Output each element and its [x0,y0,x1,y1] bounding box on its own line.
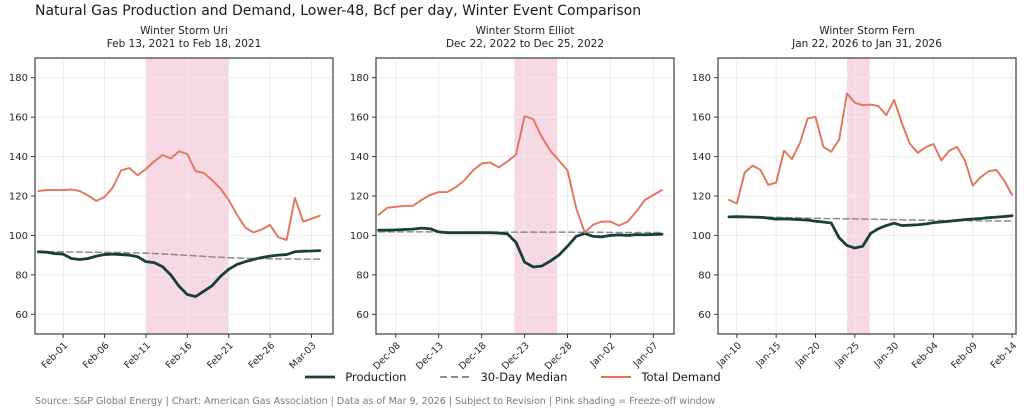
median-line-swatch [440,376,471,378]
panel-title: Winter Storm Uri [140,25,228,37]
chart-canvas: 60 80 100 120 140 160 180 Dec-08 Dec-13 Dec-18 Dec… [350,57,675,372]
panel-header-elliot: Winter Storm Elliot Dec 22, 2022 to Dec … [375,25,675,50]
x-tick-label: Dec-28 [543,340,575,372]
panel-subtitle: Dec 22, 2022 to Dec 25, 2022 [445,37,605,50]
y-tick-label: 120 [692,192,711,203]
30-day-median-line [37,251,321,260]
y-tick-label: 160 [692,113,711,124]
x-tick-label: Feb-04 [910,340,941,371]
x-tick-label: Feb-21 [205,340,236,371]
legend-label: 30-Day Median [480,370,568,384]
y-tick-label: 160 [9,113,28,124]
legend-item-demand: Total Demand [599,370,721,384]
panel-subtitle: Feb 13, 2021 to Feb 18, 2021 [106,37,262,50]
x-tick-label: Dec-23 [500,340,532,372]
panel-subtitle: Jan 22, 2026 to Jan 31, 2026 [792,37,942,50]
total-demand-line [377,115,663,234]
y-tick-label: 180 [692,73,711,84]
production-line-swatch [305,375,336,379]
panel-title: Winter Storm Elliot [475,25,575,37]
30-day-median-line [377,231,663,234]
x-tick-label: Feb-09 [949,340,980,371]
y-tick-label: 100 [350,231,369,242]
legend-item-median: 30-Day Median [438,370,567,384]
y-tick-label: 60 [15,310,28,321]
legend-item-production: Production [303,370,406,384]
y-tick-label: 140 [350,152,369,163]
x-tick-label: Jan-15 [754,340,784,370]
x-tick-label: Dec-18 [457,340,489,372]
source-note: Source: S&P Global Energy | Chart: Ameri… [35,396,716,407]
x-tick-label: Dec-08 [371,340,403,372]
y-tick-label: 100 [9,231,28,242]
panel-header-uri: Winter Storm Uri Feb 13, 2021 to Feb 18,… [34,25,334,50]
x-tick-label: Feb-01 [40,340,71,371]
y-tick-label: 100 [692,231,711,242]
production-line [377,226,664,269]
panel-title: Winter Storm Fern [819,25,915,37]
y-tick-label: 180 [9,73,28,84]
x-tick-label: Jan-07 [631,340,661,370]
y-tick-label: 60 [698,310,711,321]
chart-canvas: 60 80 100 120 140 160 180 Feb-01 Feb-06 Feb-11 Feb… [9,57,334,371]
panel-header-fern: Winter Storm Fern Jan 22, 2026 to Jan 31… [717,25,1017,50]
y-tick-label: 80 [698,270,711,281]
x-tick-label: Jan-02 [588,340,618,370]
production-line [36,249,322,298]
x-tick-label: Feb-11 [122,340,153,371]
x-tick-label: Jan-20 [793,340,823,370]
y-tick-label: 120 [9,192,28,203]
x-tick-label: Feb-26 [247,340,278,371]
total-demand-line [728,92,1014,205]
chart-canvas: 60 80 100 120 140 160 180 Jan-10 Jan-15 Jan-20 Jan… [692,57,1020,371]
x-tick-label: Feb-16 [164,340,195,371]
y-tick-label: 60 [356,310,369,321]
y-tick-label: 120 [350,192,369,203]
production-line [727,214,1014,250]
x-tick-label: Jan-30 [871,340,901,370]
page-title: Natural Gas Production and Demand, Lower… [35,3,642,19]
legend-label: Total Demand [641,370,721,384]
y-tick-label: 80 [356,270,369,281]
x-tick-label: Jan-25 [832,340,862,370]
30-day-median-line [728,216,1013,222]
chart-panel-elliot: 60 80 100 120 140 160 180 Dec-08 Dec-13 Dec-18 Dec… [342,44,682,374]
x-tick-label: Feb-14 [989,340,1020,371]
x-tick-label: Feb-06 [81,340,112,371]
y-tick-label: 180 [350,73,369,84]
legend: Production 30-Day Median Total Demand [0,370,1024,384]
x-tick-label: Dec-13 [414,340,446,372]
chart-panel-fern: 60 80 100 120 140 160 180 Jan-10 Jan-15 Jan-20 Jan… [684,44,1024,374]
y-tick-label: 140 [9,152,28,163]
x-tick-label: Mar-03 [288,340,319,371]
y-tick-label: 160 [350,113,369,124]
x-tick-label: Jan-10 [714,340,744,370]
y-tick-label: 80 [15,270,28,281]
demand-line-swatch [601,376,632,378]
y-tick-label: 140 [692,152,711,163]
legend-label: Production [345,370,407,384]
chart-panel-uri: 60 80 100 120 140 160 180 Feb-01 Feb-06 Feb-11 Feb… [1,44,341,374]
total-demand-line [37,150,321,241]
